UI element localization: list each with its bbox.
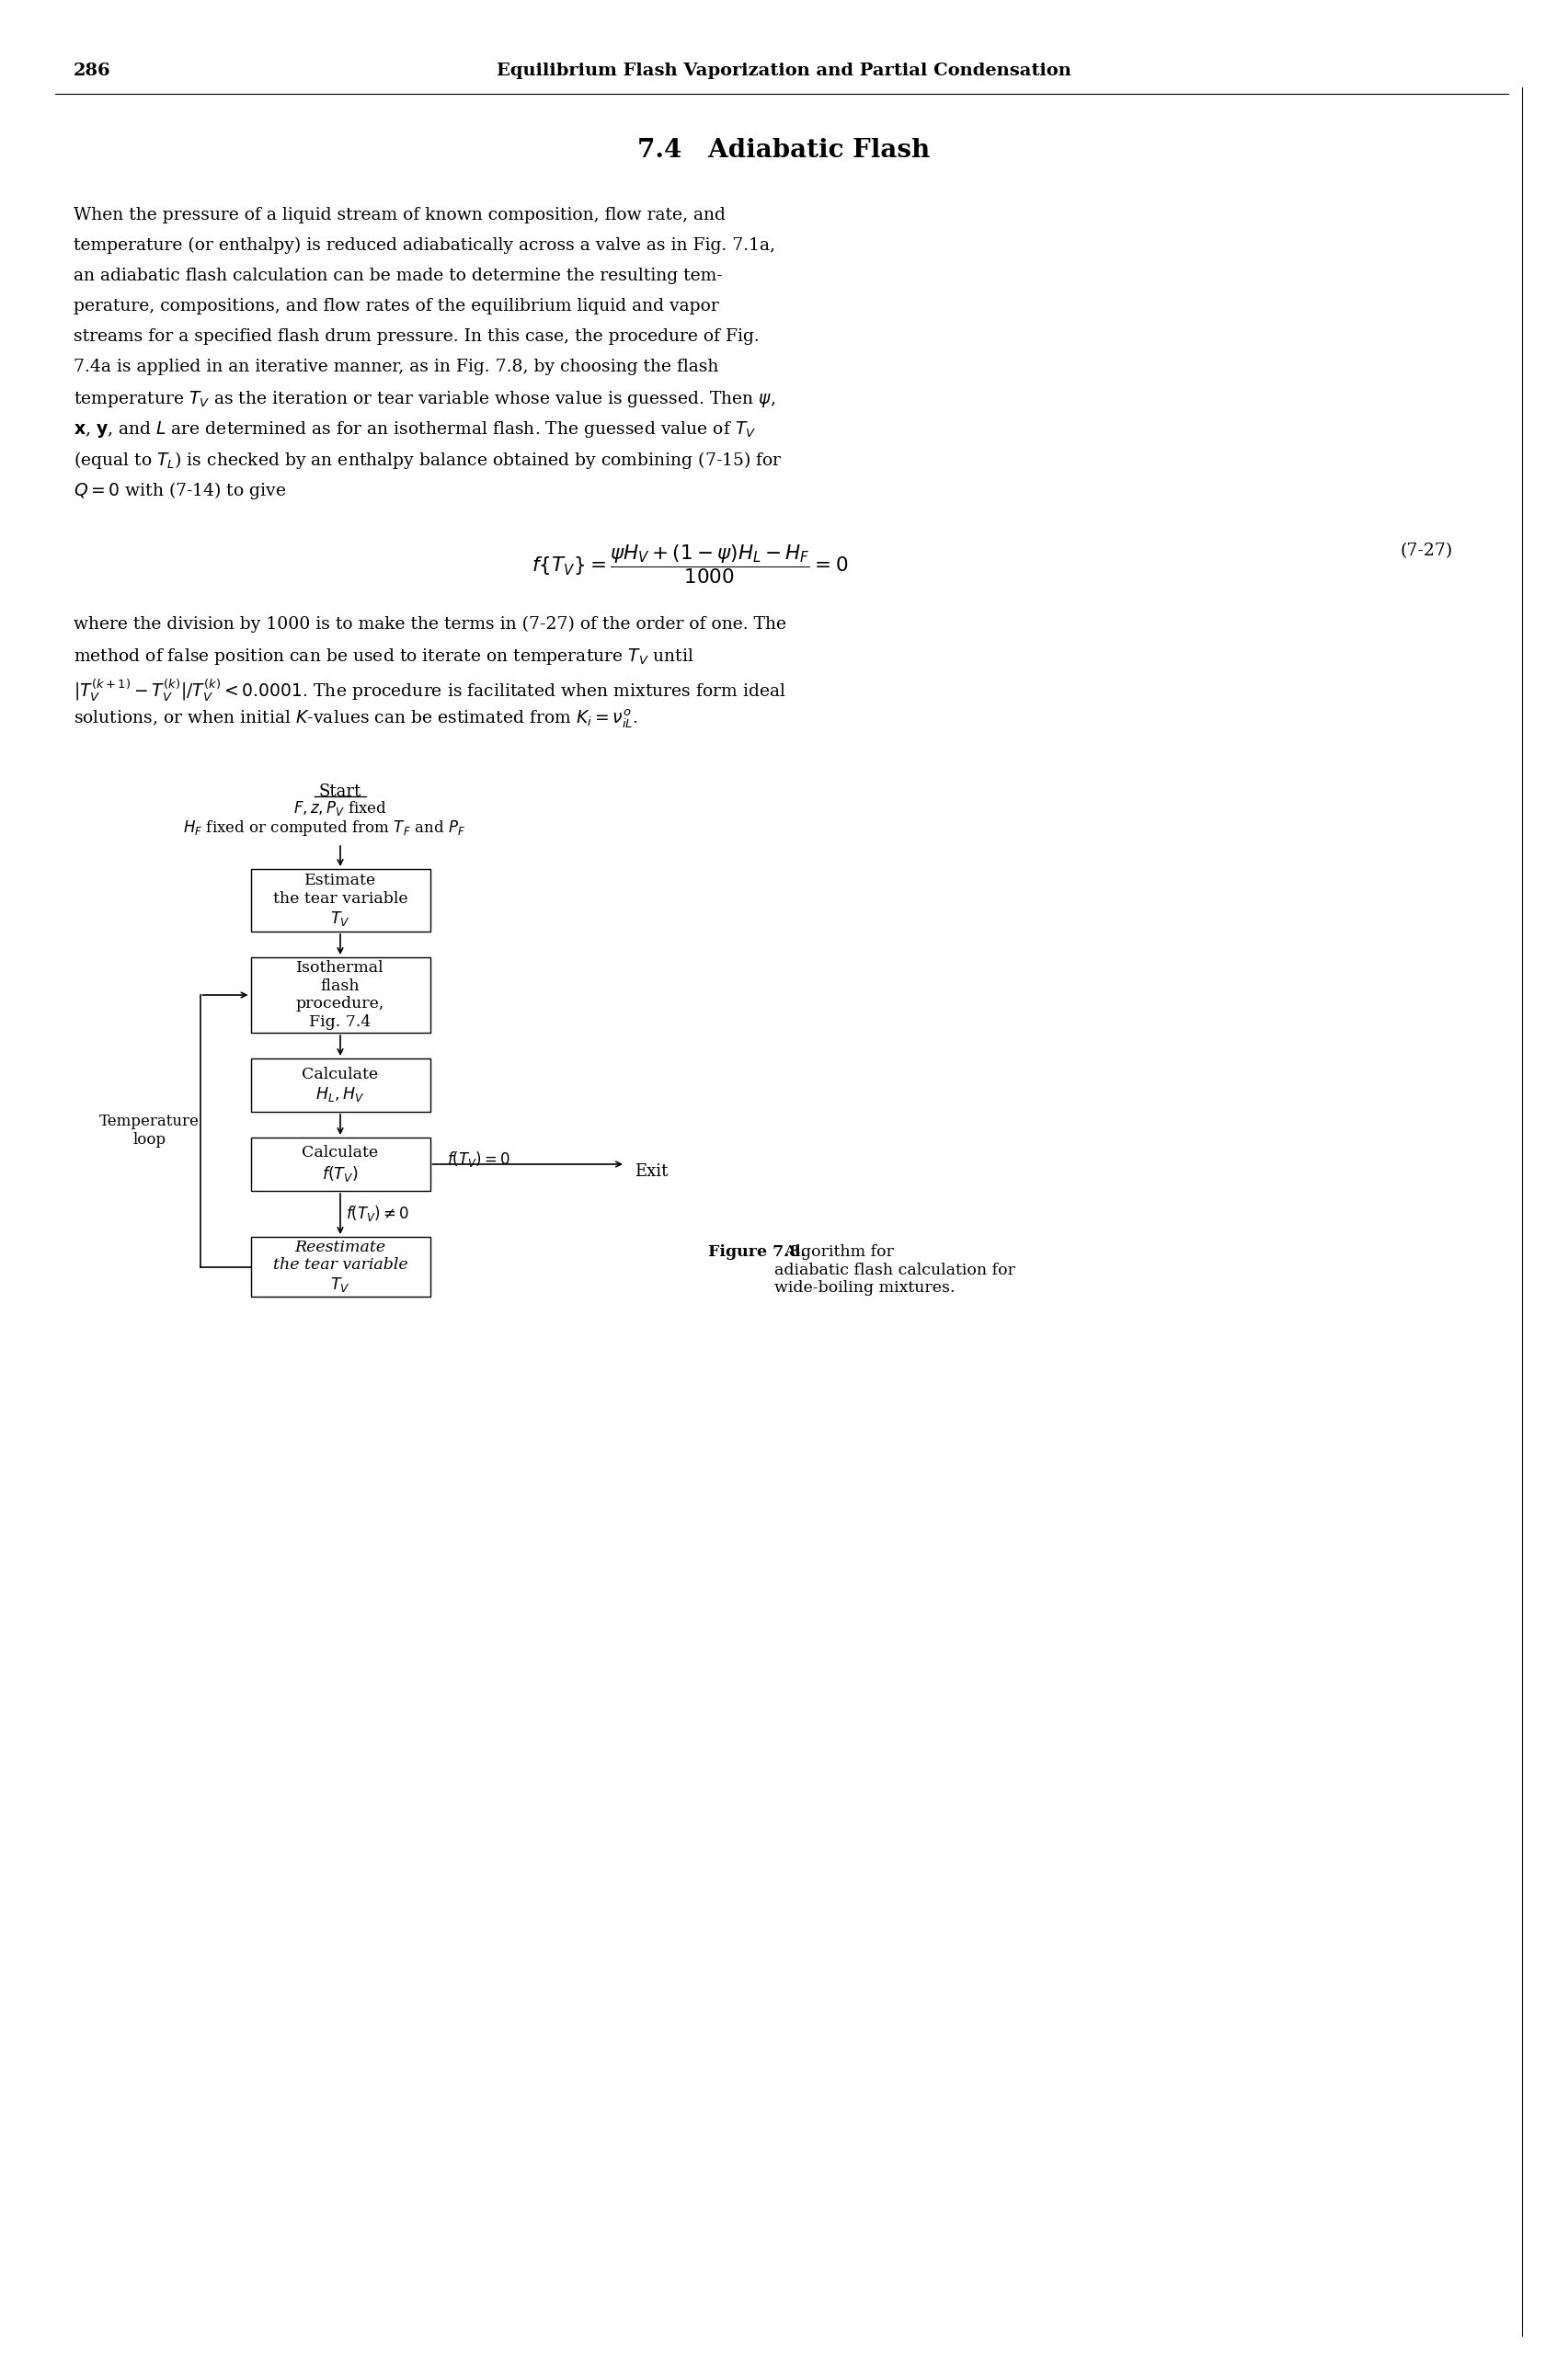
Text: (equal to $T_L$) is checked by an enthalpy balance obtained by combining (7-15) : (equal to $T_L$) is checked by an enthal… — [74, 450, 782, 471]
Text: 7.4a is applied in an iterative manner, as in Fig. 7.8, by choosing the flash: 7.4a is applied in an iterative manner, … — [74, 359, 718, 376]
Text: perature, compositions, and flow rates of the equilibrium liquid and vapor: perature, compositions, and flow rates o… — [74, 297, 720, 314]
Text: $H_F$ fixed or computed from $T_F$ and $P_F$: $H_F$ fixed or computed from $T_F$ and $… — [182, 818, 464, 837]
Text: an adiabatic flash calculation can be made to determine the resulting tem-: an adiabatic flash calculation can be ma… — [74, 266, 723, 283]
Text: Start: Start — [318, 783, 362, 799]
Bar — [251, 1059, 430, 1111]
Text: Calculate
$f(T_V)$: Calculate $f(T_V)$ — [303, 1144, 378, 1182]
Text: Temperature
loop: Temperature loop — [99, 1113, 199, 1147]
Text: method of false position can be used to iterate on temperature $T_V$ until: method of false position can be used to … — [74, 647, 695, 666]
Text: $f\{T_V\} = \dfrac{\psi H_V + (1 - \psi)H_L - H_F}{1000} = 0$: $f\{T_V\} = \dfrac{\psi H_V + (1 - \psi)… — [532, 542, 848, 585]
Text: temperature (or enthalpy) is reduced adiabatically across a valve as in Fig. 7.1: temperature (or enthalpy) is reduced adi… — [74, 238, 775, 255]
Text: $|T_V^{(k+1)} - T_V^{(k)}|/T_V^{(k)} < 0.0001$. The procedure is facilitated whe: $|T_V^{(k+1)} - T_V^{(k)}|/T_V^{(k)} < 0… — [74, 676, 786, 704]
Text: $\mathbf{x}$, $\mathbf{y}$, and $L$ are determined as for an isothermal flash. T: $\mathbf{x}$, $\mathbf{y}$, and $L$ are … — [74, 419, 756, 440]
Text: $f(T_V) = 0$: $f(T_V) = 0$ — [447, 1149, 510, 1168]
Text: $F, z, P_V$ fixed: $F, z, P_V$ fixed — [293, 799, 387, 818]
Bar — [251, 1237, 430, 1297]
Bar — [251, 1137, 430, 1192]
Text: Calculate
$H_L, H_V$: Calculate $H_L, H_V$ — [303, 1066, 378, 1104]
Text: streams for a specified flash drum pressure. In this case, the procedure of Fig.: streams for a specified flash drum press… — [74, 328, 759, 345]
Text: When the pressure of a liquid stream of known composition, flow rate, and: When the pressure of a liquid stream of … — [74, 207, 726, 224]
Text: solutions, or when initial $K$-values can be estimated from $K_i = \nu^o_{iL}$.: solutions, or when initial $K$-values ca… — [74, 707, 638, 730]
Text: $f(T_V) \neq 0$: $f(T_V) \neq 0$ — [347, 1204, 409, 1223]
Text: Algorithm for
adiabatic flash calculation for
wide-boiling mixtures.: Algorithm for adiabatic flash calculatio… — [775, 1244, 1016, 1297]
Text: Figure 7.8.: Figure 7.8. — [709, 1244, 806, 1261]
Text: 286: 286 — [74, 62, 111, 79]
Text: $Q = 0$ with (7-14) to give: $Q = 0$ with (7-14) to give — [74, 481, 287, 502]
Text: temperature $T_V$ as the iteration or tear variable whose value is guessed. Then: temperature $T_V$ as the iteration or te… — [74, 390, 776, 409]
Text: 7.4   Adiabatic Flash: 7.4 Adiabatic Flash — [637, 138, 930, 162]
Bar — [251, 868, 430, 933]
Text: Estimate
the tear variable
$T_V$: Estimate the tear variable $T_V$ — [273, 873, 408, 928]
Bar — [251, 956, 430, 1032]
Text: Isothermal
flash
procedure,
Fig. 7.4: Isothermal flash procedure, Fig. 7.4 — [296, 961, 384, 1030]
Text: where the division by 1000 is to make the terms in (7-27) of the order of one. T: where the division by 1000 is to make th… — [74, 616, 786, 633]
Text: Reestimate
the tear variable
$T_V$: Reestimate the tear variable $T_V$ — [273, 1239, 408, 1294]
Text: Exit: Exit — [635, 1163, 668, 1180]
Text: (7-27): (7-27) — [1400, 542, 1454, 559]
Text: Equilibrium Flash Vaporization and Partial Condensation: Equilibrium Flash Vaporization and Parti… — [495, 62, 1071, 79]
